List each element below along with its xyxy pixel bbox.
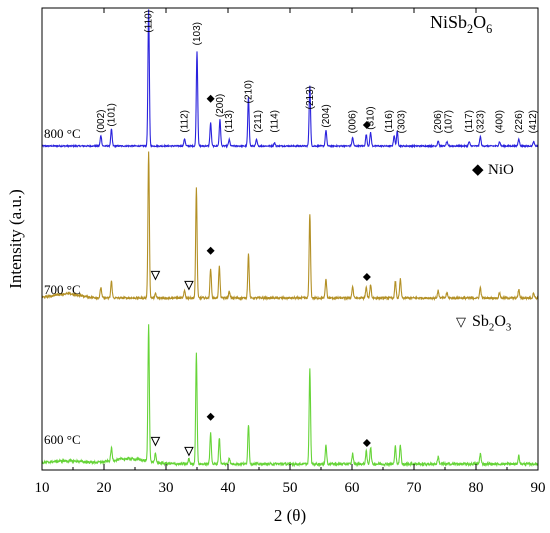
miller-index-21: (226)	[514, 110, 525, 133]
miller-index-3: (112)	[180, 110, 191, 133]
marker-layer	[150, 94, 371, 457]
series-line-0	[41, 9, 539, 149]
x-tick-label-7: 80	[469, 480, 484, 496]
legend-sb2o3-symbol: ▽	[456, 314, 466, 329]
x-tick-label-2: 30	[159, 480, 174, 496]
series-label-0: 800 °C	[44, 126, 81, 141]
miller-index-5: (200)	[215, 94, 226, 117]
miller-index-16: (206)	[433, 110, 444, 133]
x-tick-label-0: 10	[35, 480, 50, 496]
miller-index-4: (103)	[192, 22, 203, 45]
series-label-2: 600 °C	[44, 432, 81, 447]
miller-index-layer: (002) (101) (110) (112) (103) (200)(113) (210)…	[96, 10, 539, 133]
legend-sb2o3-label: Sb2​O3​	[472, 313, 512, 333]
axis-layer: 10 20 30 40 50 60 70 80 90	[35, 7, 546, 496]
miller-index-1: (101)	[106, 103, 117, 126]
x-axis-label: 2 (θ)	[274, 506, 306, 525]
series-line-2	[41, 324, 539, 468]
miller-index-22: (412)	[528, 110, 539, 133]
miller-index-18: (117)	[464, 110, 475, 133]
series-label-1: 700 °C	[44, 282, 81, 297]
miller-index-9: (114)	[270, 110, 281, 133]
x-tick-label-4: 50	[283, 480, 298, 496]
miller-index-12: (006)	[348, 110, 359, 133]
miller-index-0: (002)	[96, 110, 107, 133]
chart-title: NiSb2​O6​	[430, 12, 492, 36]
x-tick-label-8: 90	[531, 480, 546, 496]
nio-marker-1	[362, 121, 371, 129]
miller-index-8: (211)	[253, 110, 264, 133]
miller-index-13: (310)	[366, 106, 377, 129]
y-axis-label: Intensity (a.u.)	[6, 189, 25, 289]
sb2o3-marker-2	[150, 436, 161, 447]
miller-index-11: (204)	[321, 104, 332, 127]
nio-marker-3	[362, 273, 371, 281]
legend-nio-symbol: ◆	[472, 162, 484, 178]
plot-frame	[41, 7, 539, 471]
miller-index-14: (116)	[384, 110, 395, 133]
text-layer: 800 °C 700 °C 600 °C 2 (θ) Intensity (a.u.) N…	[6, 12, 514, 525]
nio-marker-2	[206, 246, 215, 255]
miller-index-20: (400)	[495, 110, 506, 133]
sb2o3-marker-3	[184, 446, 194, 457]
miller-index-15: (303)	[397, 110, 408, 133]
miller-index-7: (210)	[243, 80, 254, 103]
x-tick-label-3: 40	[221, 480, 236, 496]
miller-index-19: (323)	[475, 110, 486, 133]
x-tick-label-6: 70	[407, 480, 422, 496]
series-layer	[41, 9, 539, 468]
miller-index-17: (107)	[444, 110, 455, 133]
sb2o3-marker-0	[150, 270, 161, 281]
nio-marker-5	[362, 439, 371, 447]
x-tick-label-1: 20	[97, 480, 112, 496]
x-tick-label-5: 60	[345, 480, 360, 496]
miller-index-10: (213)	[305, 86, 316, 109]
nio-marker-4	[206, 412, 215, 421]
legend-nio-label: NiO	[488, 162, 514, 178]
nio-marker-0	[206, 94, 215, 103]
series-line-1	[41, 151, 539, 302]
sb2o3-marker-1	[184, 280, 194, 291]
miller-index-2: (110)	[144, 10, 155, 33]
miller-index-6: (113)	[224, 110, 235, 133]
